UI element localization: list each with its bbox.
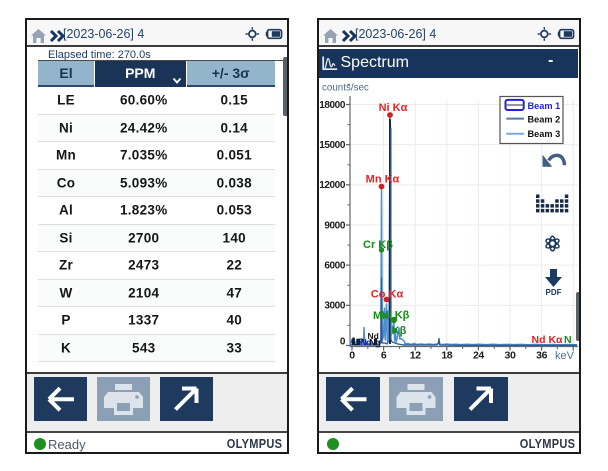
svg-text:N: N: [564, 334, 572, 346]
svg-text:Ni Kβ: Ni Kβ: [381, 309, 410, 321]
svg-text:6: 6: [381, 349, 387, 361]
svg-text:0: 0: [349, 349, 355, 361]
svg-text:24: 24: [473, 349, 484, 361]
svg-text:18000: 18000: [319, 99, 346, 110]
svg-text:Kβ: Kβ: [392, 325, 407, 337]
svg-text:12000: 12000: [319, 180, 346, 191]
svg-text:15000: 15000: [319, 139, 346, 150]
svg-text:Beam 2: Beam 2: [528, 114, 561, 124]
svg-text:Ni Kα: Ni Kα: [379, 102, 408, 114]
svg-text:36: 36: [536, 349, 547, 361]
svg-text:PDF: PDF: [546, 288, 562, 297]
svg-text:Mn Kα: Mn Kα: [366, 173, 400, 185]
svg-text:Nd: Nd: [360, 337, 372, 348]
svg-text:18: 18: [441, 349, 452, 361]
svg-text:counts/sec: counts/sec: [322, 82, 369, 93]
svg-text:Nd: Nd: [368, 331, 379, 341]
svg-text:Co Kα: Co Kα: [371, 288, 404, 300]
svg-text:30: 30: [505, 349, 516, 361]
svg-text:12: 12: [410, 349, 421, 361]
svg-text:0: 0: [340, 336, 346, 347]
svg-text:Cr Kβ: Cr Kβ: [363, 239, 393, 251]
svg-text:3000: 3000: [324, 300, 345, 311]
svg-text:Beam 3: Beam 3: [528, 129, 561, 139]
svg-text:keV: keV: [555, 350, 575, 362]
svg-text:Nd Kα: Nd Kα: [532, 334, 563, 346]
svg-text:Beam 1: Beam 1: [528, 101, 561, 111]
svg-text:6000: 6000: [324, 260, 345, 271]
svg-text:Mn: Mn: [373, 310, 389, 322]
svg-text:9000: 9000: [324, 220, 345, 231]
